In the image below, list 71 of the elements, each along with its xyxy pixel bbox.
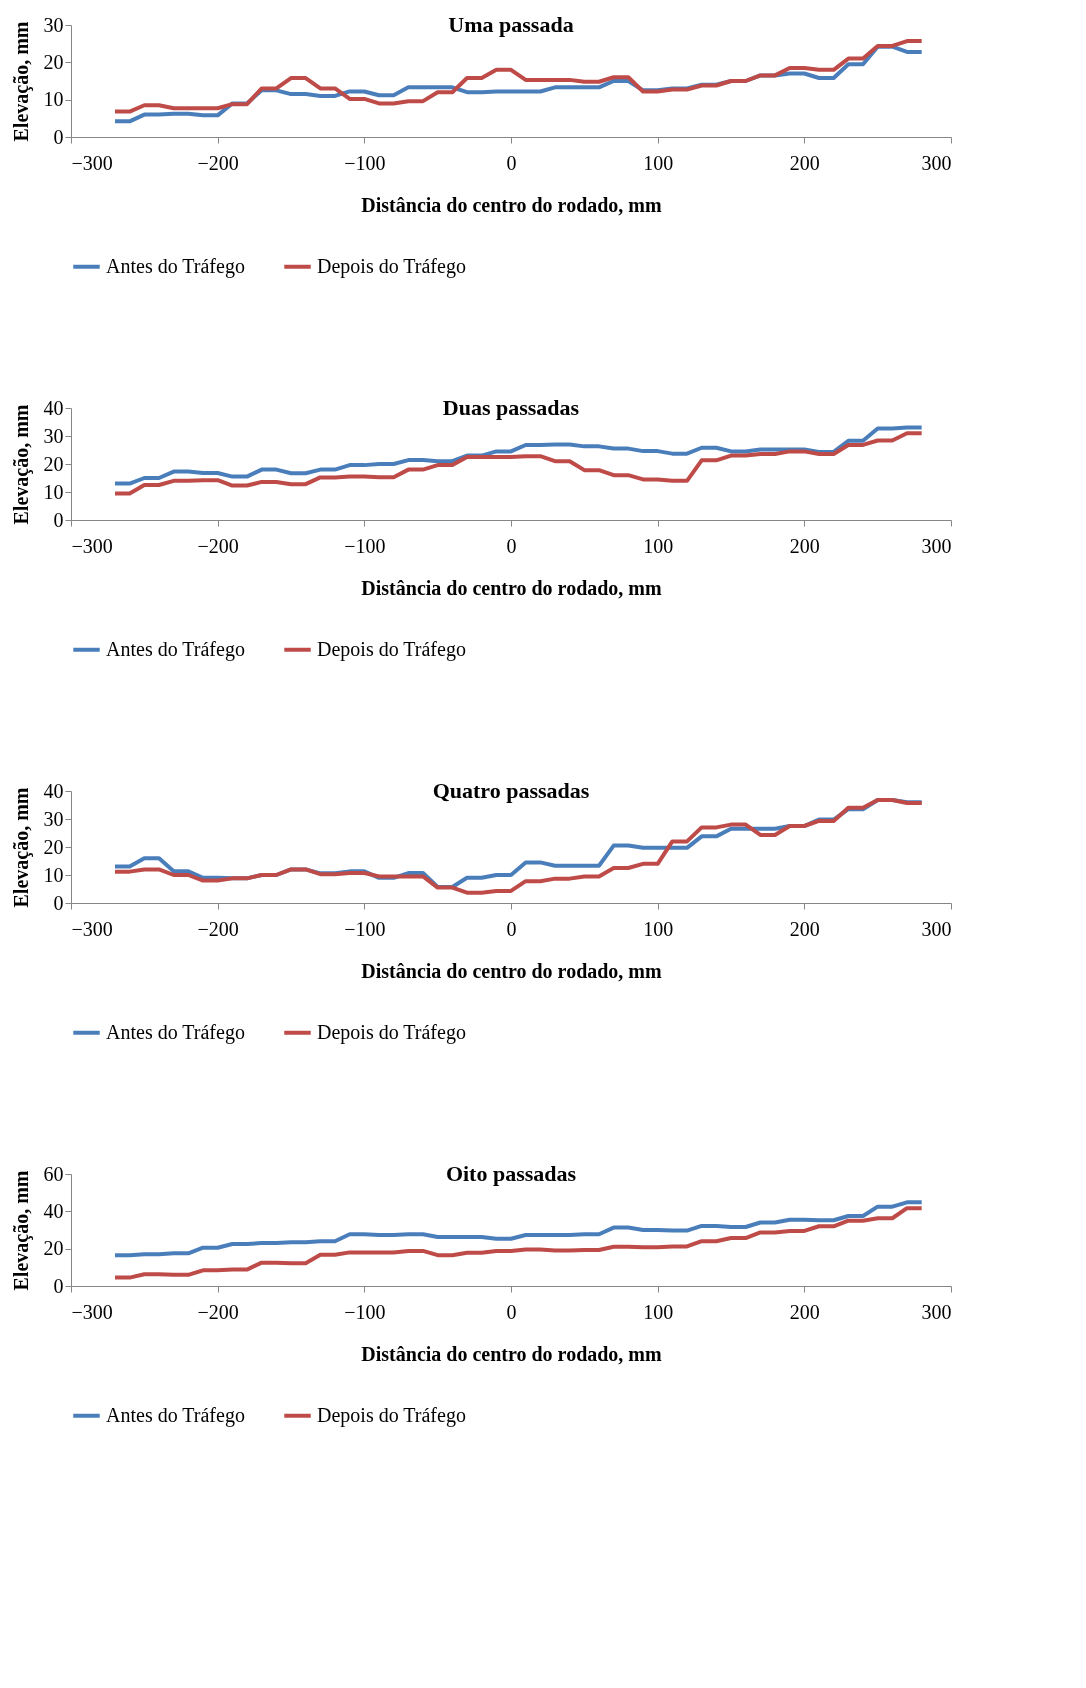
chart-title: Quatro passadas	[432, 778, 590, 803]
line-series	[113, 425, 924, 486]
x-tick-label: 0	[506, 534, 517, 557]
y-axis-title: Elevação, mm	[9, 21, 33, 142]
x-tick-label: 0	[506, 151, 517, 174]
x-tick-label: 0	[506, 1300, 517, 1323]
x-tick-label: 300	[921, 151, 952, 174]
x-tick-label: 100	[643, 1300, 674, 1323]
x-tick-label: −300	[71, 151, 113, 174]
legend-label: Depois do Tráfego	[317, 254, 466, 278]
legend-label: Antes do Tráfego	[106, 637, 245, 661]
y-axis-title: Elevação, mm	[9, 1170, 33, 1291]
y-tick-label: 0	[53, 508, 64, 531]
x-tick-label: −100	[344, 151, 386, 174]
x-tick-label: 300	[921, 917, 952, 940]
chart-title: Duas passadas	[442, 395, 580, 420]
line-series	[113, 1200, 924, 1258]
x-tick-label: 0	[506, 917, 517, 940]
y-tick-label: 10	[43, 88, 64, 111]
legend-label: Depois do Tráfego	[317, 637, 466, 661]
chart-title: Oito passadas	[445, 1161, 577, 1186]
line-series	[113, 39, 924, 114]
y-tick-label: 30	[43, 807, 64, 830]
x-tick-label: 200	[789, 151, 820, 174]
y-tick-label: 20	[43, 452, 64, 475]
y-tick-label: 30	[43, 13, 64, 36]
y-tick-label: 60	[43, 1162, 64, 1185]
x-tick-label: 200	[789, 1300, 820, 1323]
y-tick-label: 0	[53, 125, 64, 148]
x-tick-label: −300	[71, 534, 113, 557]
x-tick-label: −100	[344, 1300, 386, 1323]
x-tick-label: −100	[344, 534, 386, 557]
y-tick-label: 0	[53, 891, 64, 914]
x-axis-title: Distância do centro do rodado, mm	[361, 193, 663, 216]
y-tick-label: 40	[43, 1199, 64, 1222]
x-tick-label: −300	[71, 917, 113, 940]
y-tick-label: 20	[43, 50, 64, 73]
x-tick-label: −200	[197, 151, 239, 174]
x-tick-label: −100	[344, 917, 386, 940]
legend-label: Depois do Tráfego	[317, 1403, 466, 1427]
legend-label: Antes do Tráfego	[106, 254, 245, 278]
x-tick-label: −200	[197, 534, 239, 557]
x-tick-label: 100	[643, 917, 674, 940]
x-tick-label: −200	[197, 1300, 239, 1323]
line-series	[113, 431, 924, 496]
y-tick-label: 0	[53, 1274, 64, 1297]
x-tick-label: 200	[789, 917, 820, 940]
x-tick-label: 100	[643, 534, 674, 557]
chart-title: Uma passada	[448, 12, 574, 37]
x-tick-label: −200	[197, 917, 239, 940]
legend-label: Antes do Tráfego	[106, 1020, 245, 1044]
legend-label: Antes do Tráfego	[106, 1403, 245, 1427]
y-tick-label: 30	[43, 424, 64, 447]
y-tick-label: 10	[43, 863, 64, 886]
x-axis-title: Distância do centro do rodado, mm	[361, 959, 663, 982]
y-tick-label: 10	[43, 480, 64, 503]
y-axis-title: Elevação, mm	[9, 787, 33, 908]
y-tick-label: 40	[43, 779, 64, 802]
x-axis-title: Distância do centro do rodado, mm	[361, 576, 663, 599]
x-tick-label: 300	[921, 534, 952, 557]
x-tick-label: 300	[921, 1300, 952, 1323]
y-axis-title: Elevação, mm	[9, 404, 33, 525]
x-tick-label: 200	[789, 534, 820, 557]
line-series	[113, 1206, 924, 1280]
x-tick-label: 100	[643, 151, 674, 174]
y-tick-label: 20	[43, 835, 64, 858]
y-tick-label: 40	[43, 396, 64, 419]
x-tick-label: −300	[71, 1300, 113, 1323]
legend-label: Depois do Tráfego	[317, 1020, 466, 1044]
x-axis-title: Distância do centro do rodado, mm	[361, 1342, 663, 1365]
y-tick-label: 20	[43, 1237, 64, 1260]
